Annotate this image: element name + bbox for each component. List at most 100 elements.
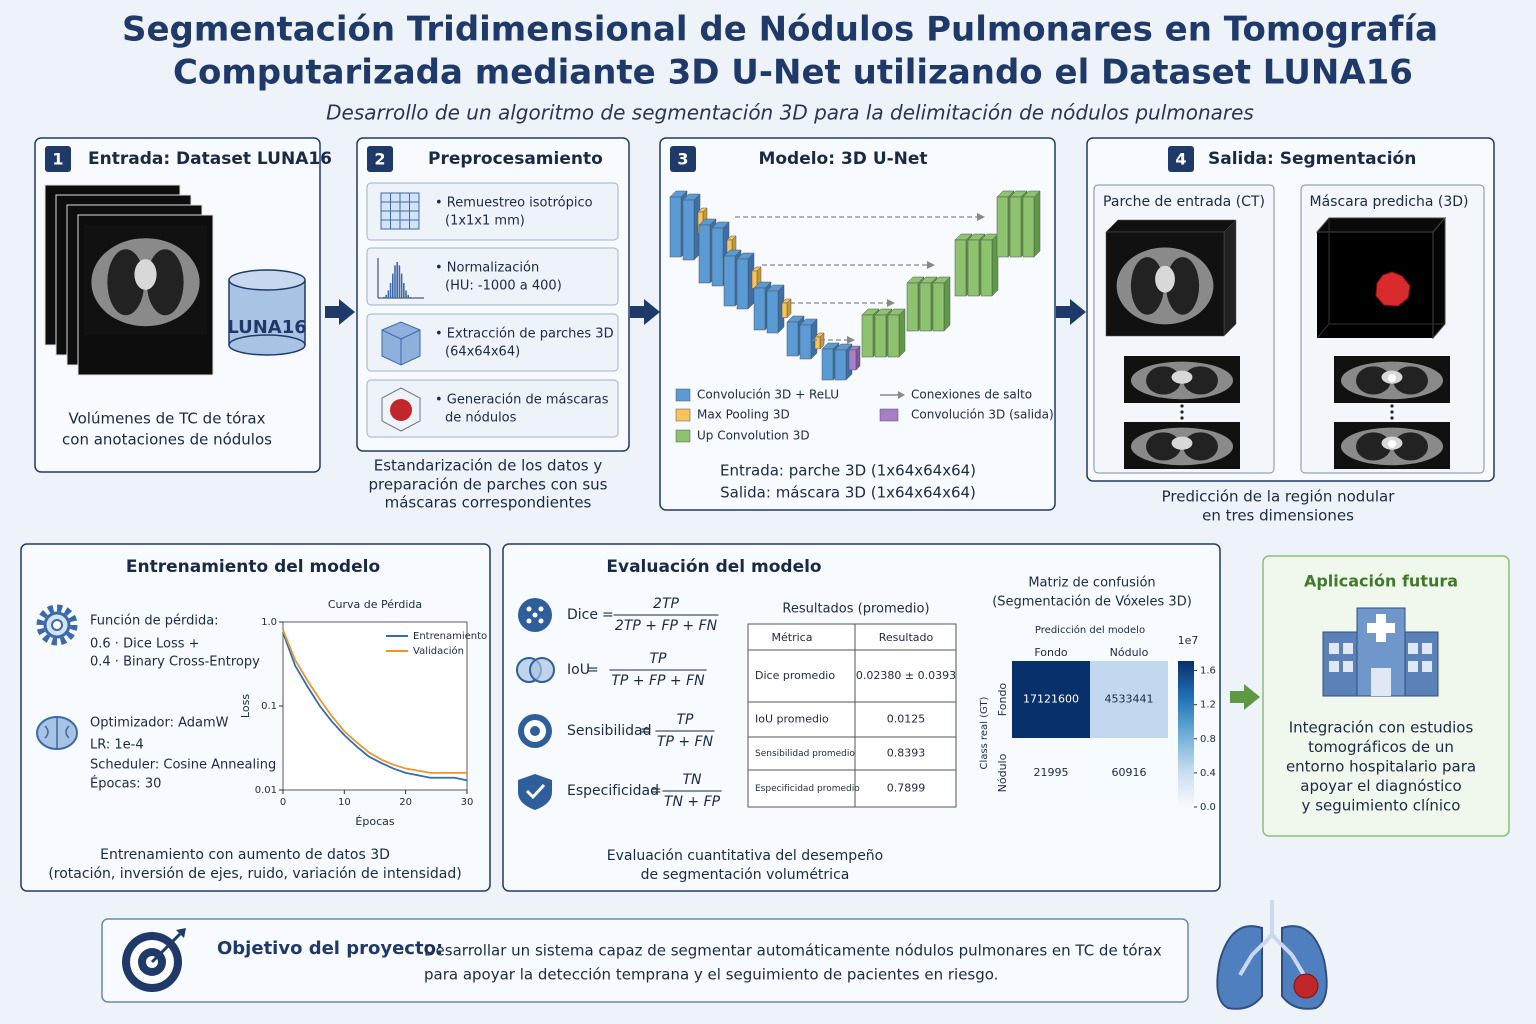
conv-block bbox=[834, 349, 847, 381]
mask-volume bbox=[1317, 232, 1433, 338]
config-text: 0.4 · Binary Cross-Entropy bbox=[90, 655, 260, 670]
section-title: Entrenamiento del modelo bbox=[126, 557, 380, 577]
conv-block bbox=[698, 224, 711, 284]
flow-arrow bbox=[1230, 684, 1260, 710]
ct-lung bbox=[1146, 432, 1181, 461]
ct-lung bbox=[1356, 432, 1391, 461]
continuation-dot bbox=[1390, 410, 1394, 414]
step-caption: máscaras correspondientes bbox=[385, 494, 592, 512]
formula-denominator: TP + FP + FN bbox=[611, 673, 705, 689]
future-text: Integración con estudios bbox=[1289, 719, 1474, 737]
formula-numerator: 2TP bbox=[653, 596, 679, 612]
upconv-block bbox=[874, 314, 887, 358]
upconv-block bbox=[887, 314, 900, 358]
config-text: Épocas: 30 bbox=[90, 776, 161, 792]
ct-volume bbox=[1105, 219, 1237, 233]
db-label: LUNA16 bbox=[227, 317, 307, 338]
future-text: tomográficos de un bbox=[1308, 738, 1454, 756]
step-title: Salida: Segmentación bbox=[1208, 149, 1416, 169]
loss-line bbox=[282, 629, 467, 774]
pool-block bbox=[814, 336, 821, 350]
legend-label: Convolución 3D + ReLU bbox=[697, 388, 839, 402]
cell-value: 21995 bbox=[1034, 766, 1069, 779]
x-tick-label: Fondo bbox=[1034, 646, 1068, 659]
step-title: Modelo: 3D U-Net bbox=[758, 149, 927, 169]
future-text: entorno hospitalario para bbox=[1286, 758, 1476, 776]
panel-title: Parche de entrada (CT) bbox=[1103, 194, 1265, 210]
table-title: Resultados (promedio) bbox=[782, 602, 929, 617]
conv-block bbox=[669, 196, 682, 258]
axis-title: Épocas bbox=[355, 815, 394, 828]
legend-label: Entrenamiento bbox=[413, 631, 487, 642]
step-badge bbox=[670, 146, 696, 172]
x-tick-label: Nódulo bbox=[1110, 646, 1149, 659]
ct-lung bbox=[107, 249, 145, 316]
colorbar-tick-label: 1.2 bbox=[1200, 700, 1216, 711]
mask-wire bbox=[1316, 323, 1330, 339]
conv-block bbox=[711, 227, 724, 287]
colorbar-tick-label: 0.4 bbox=[1200, 768, 1216, 779]
lung-icon bbox=[1216, 925, 1263, 1010]
flow-arrow bbox=[630, 299, 660, 325]
colorbar-tick-label: 1.6 bbox=[1200, 666, 1216, 677]
heatmap-cell bbox=[1012, 738, 1090, 808]
step-badge bbox=[1168, 146, 1194, 172]
io-text: Salida: máscara 3D (1x64x64x64) bbox=[720, 484, 976, 502]
mask-volume bbox=[1432, 216, 1446, 340]
table-cell: Dice promedio bbox=[755, 669, 835, 682]
histogram-icon bbox=[389, 283, 392, 298]
ct-volume bbox=[1223, 219, 1237, 337]
target-icon bbox=[530, 726, 540, 736]
section-title: Evaluación del modelo bbox=[606, 557, 821, 577]
plot-area bbox=[282, 621, 468, 791]
page-subtitle: Desarrollo de un algoritmo de segmentaci… bbox=[326, 101, 1254, 125]
hospital-window bbox=[1408, 661, 1418, 672]
histogram-icon bbox=[403, 283, 405, 298]
loss-line bbox=[282, 632, 468, 782]
heatmap-cell bbox=[1090, 661, 1168, 738]
ct-lung bbox=[1393, 432, 1428, 461]
legend-swatch bbox=[675, 388, 691, 402]
mask-volume bbox=[1315, 217, 1447, 233]
target-icon bbox=[176, 928, 186, 938]
dice-icon bbox=[526, 606, 532, 612]
legend-label: Up Convolution 3D bbox=[697, 429, 810, 443]
conv-block bbox=[821, 348, 834, 381]
step-number: 4 bbox=[1175, 150, 1186, 169]
step-caption: Estandarización de los datos y bbox=[374, 457, 603, 475]
section-caption: Evaluación cuantitativa del desempeño bbox=[607, 848, 884, 864]
y-tick-label: Nódulo bbox=[996, 753, 1009, 792]
mask-icon bbox=[381, 387, 421, 432]
histogram-icon bbox=[400, 273, 403, 298]
step-caption: con anotaciones de nódulos bbox=[62, 431, 272, 449]
process-text: (1x1x1 mm) bbox=[445, 214, 525, 229]
section-caption: Entrenamiento con aumento de datos 3D bbox=[100, 847, 390, 863]
upconv-block bbox=[996, 196, 1009, 258]
formula-denominator: TP + FN bbox=[657, 734, 714, 750]
colorbar-offset: 1e7 bbox=[1178, 634, 1199, 647]
hospital-window bbox=[1329, 643, 1339, 654]
upconv-block bbox=[906, 282, 919, 332]
ct-lung bbox=[1393, 366, 1428, 395]
output-block bbox=[855, 345, 861, 371]
legend-label: Convolución 3D (salida) bbox=[911, 408, 1054, 422]
hospital-icon bbox=[1371, 668, 1391, 696]
panel-title: Máscara predicha (3D) bbox=[1310, 194, 1469, 210]
table-cell: 0.8393 bbox=[887, 747, 926, 760]
config-text: Scheduler: Cosine Annealing bbox=[90, 758, 276, 773]
skip-arrowhead bbox=[847, 336, 855, 344]
dice-icon bbox=[538, 618, 544, 624]
dice-icon bbox=[538, 606, 544, 612]
ct-lung bbox=[1146, 366, 1181, 395]
formula-denominator: TN + FP bbox=[664, 794, 721, 810]
upconv-block bbox=[943, 276, 951, 332]
hospital-window bbox=[1343, 661, 1353, 672]
step-title: Preprocesamiento bbox=[428, 149, 603, 169]
histogram-icon bbox=[409, 296, 412, 298]
process-text: • Generación de máscaras bbox=[435, 393, 609, 408]
nodule-mark bbox=[1388, 440, 1396, 448]
x-tick-label: 30 bbox=[461, 797, 474, 808]
step-title: Entrada: Dataset LUNA16 bbox=[88, 149, 332, 169]
upconv-block bbox=[861, 314, 874, 358]
shield-icon bbox=[525, 783, 546, 800]
